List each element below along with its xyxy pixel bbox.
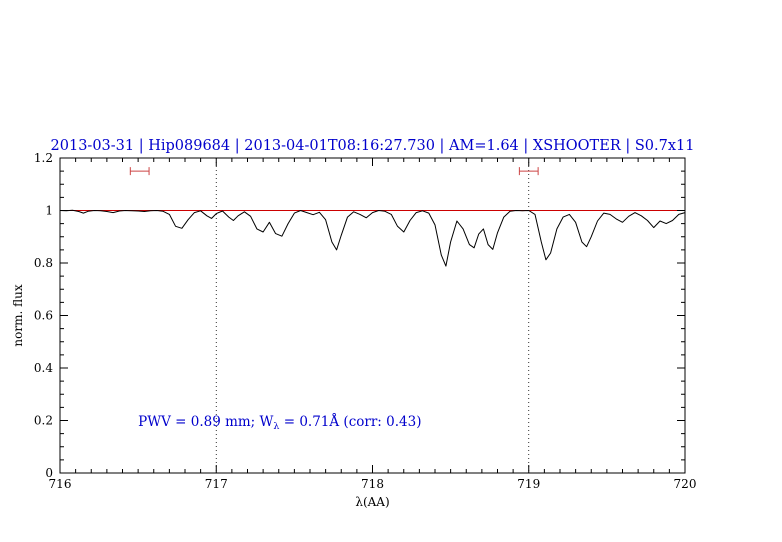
y-tick-label: 0 — [45, 466, 53, 480]
pwv-annotation: PWV = 0.89 mm; Wλ = 0.71Å (corr: 0.43) — [138, 414, 421, 432]
y-tick-label: 0.8 — [34, 256, 53, 270]
chart-title: 2013-03-31 | Hip089684 | 2013-04-01T08:1… — [51, 138, 695, 154]
y-tick-label: 0.2 — [34, 414, 53, 428]
y-tick-label: 0.4 — [34, 361, 53, 375]
x-tick-label: 719 — [517, 477, 540, 491]
x-tick-label: 718 — [361, 477, 384, 491]
plot-layer: 716 717 718 719 720 0 0.2 0.4 0.6 0.8 1 1.2 — [34, 151, 697, 491]
x-axis-label: λ(AA) — [355, 495, 389, 509]
x-tick-label: 716 — [49, 477, 72, 491]
spectrum-line — [59, 209, 686, 267]
y-tick-label: 1.2 — [34, 151, 53, 165]
y-tick-label: 1 — [45, 204, 53, 218]
pwv-annotation-part1: PWV = 0.89 mm; W — [138, 414, 273, 430]
y-tick-label: 0.6 — [34, 309, 53, 323]
pwv-annotation-part2: = 0.71Å (corr: 0.43) — [279, 414, 421, 430]
y-axis-label: norm. flux — [11, 284, 25, 346]
x-tick-label: 720 — [674, 477, 697, 491]
pwv-annotation-sub: λ — [273, 421, 279, 432]
x-tick-label: 717 — [205, 477, 228, 491]
